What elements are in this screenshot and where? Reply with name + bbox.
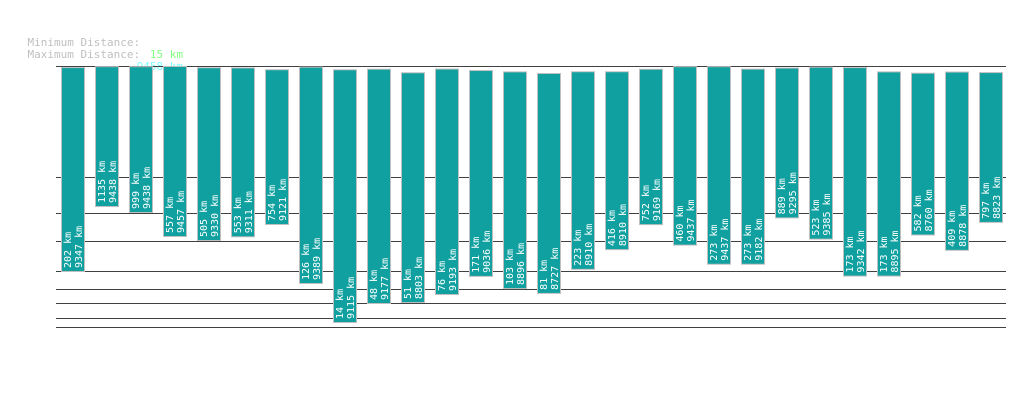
bar-max-label: 8910 km (618, 204, 629, 246)
min-distance-label: Minimum Distance: (27, 36, 141, 49)
range-bar (741, 68, 765, 265)
range-bar (877, 71, 901, 277)
bar-max-label: 9177 km (380, 258, 391, 300)
bar-max-label: 8895 km (890, 230, 901, 272)
bar-min-label: 752 km (641, 185, 652, 221)
bar-max-label: 8760 km (924, 189, 935, 231)
range-bar (61, 67, 85, 272)
max-distance-label: Maximum Distance: (27, 48, 141, 61)
range-bar (979, 72, 1003, 223)
bar-max-label: 9385 km (822, 193, 833, 235)
bar-min-label: 48 km (369, 270, 380, 300)
bar-min-label: 505 km (199, 201, 210, 237)
min-distance-value: 15 km (149, 48, 183, 61)
min-distance-row: Minimum Distance: 15 km (1, 25, 184, 73)
bar-max-label: 9036 km (482, 231, 493, 273)
bar-min-label: 889 km (777, 178, 788, 214)
range-bar (945, 71, 969, 251)
bar-min-label: 171 km (471, 237, 482, 273)
range-bar (673, 66, 697, 246)
range-bar (571, 71, 595, 270)
bar-max-label: 9437 km (720, 219, 731, 261)
range-bar (401, 72, 425, 304)
bar-max-label: 9193 km (448, 249, 459, 291)
bar-max-label: 9347 km (74, 226, 85, 268)
range-bar (163, 66, 187, 237)
bar-max-label: 9330 km (210, 195, 221, 237)
bar-min-label: 81 km (539, 260, 550, 290)
bar-max-label: 9295 km (788, 172, 799, 214)
bar-max-label: 8896 km (516, 243, 527, 285)
bar-max-label: 8803 km (414, 257, 425, 299)
bar-min-label: 1135 km (97, 161, 108, 203)
range-bar (197, 67, 221, 241)
bar-max-label: 9311 km (244, 191, 255, 233)
range-bar (299, 66, 323, 284)
bar-min-label: 202 km (63, 232, 74, 268)
bar-max-label: 9438 km (108, 161, 119, 203)
bar-min-label: 273 km (743, 225, 754, 261)
range-bar (843, 67, 867, 277)
range-bar (435, 68, 459, 296)
range-bar (537, 73, 561, 294)
bar-max-label: 9342 km (856, 230, 867, 272)
bar-min-label: 582 km (913, 195, 924, 231)
range-bar (469, 70, 493, 277)
bar-max-label: 9182 km (754, 219, 765, 261)
bar-max-label: 9115 km (346, 277, 357, 319)
range-bar (911, 72, 935, 236)
bar-max-label: 9389 km (312, 238, 323, 280)
bar-min-label: 460 km (675, 205, 686, 241)
bar-min-label: 126 km (301, 244, 312, 280)
range-bar (95, 66, 119, 208)
range-bar (367, 68, 391, 304)
bar-min-label: 523 km (811, 199, 822, 235)
range-bar (333, 69, 357, 323)
range-bar (809, 66, 833, 240)
bar-max-label: 9121 km (278, 179, 289, 221)
bar-min-label: 51 km (403, 269, 414, 299)
bar-min-label: 999 km (131, 173, 142, 209)
range-bar (231, 67, 255, 238)
range-bar (129, 66, 153, 214)
bar-min-label: 754 km (267, 185, 278, 221)
range-bar (265, 69, 289, 226)
bar-min-label: 557 km (165, 197, 176, 233)
bar-max-label: 8910 km (584, 224, 595, 266)
bar-max-label: 9169 km (652, 179, 663, 221)
bar-min-label: 409 km (947, 211, 958, 247)
bar-min-label: 76 km (437, 261, 448, 291)
bar-min-label: 173 km (845, 236, 856, 272)
bar-min-label: 14 km (335, 289, 346, 319)
bar-min-label: 553 km (233, 197, 244, 233)
range-bar (605, 71, 629, 251)
range-bar (639, 68, 663, 226)
bar-min-label: 416 km (607, 210, 618, 246)
bar-max-label: 9438 km (142, 167, 153, 209)
bar-max-label: 9437 km (686, 199, 697, 241)
bar-min-label: 273 km (709, 225, 720, 261)
bar-max-label: 9457 km (176, 191, 187, 233)
range-bar (775, 67, 799, 219)
range-bar (503, 71, 527, 290)
bar-min-label: 797 km (981, 183, 992, 219)
bar-min-label: 173 km (879, 236, 890, 272)
range-bar (707, 66, 731, 265)
bar-min-label: 223 km (573, 230, 584, 266)
bar-max-label: 8727 km (550, 248, 561, 290)
bar-max-label: 8878 km (958, 205, 969, 247)
bar-min-label: 103 km (505, 249, 516, 285)
bar-max-label: 8823 km (992, 177, 1003, 219)
